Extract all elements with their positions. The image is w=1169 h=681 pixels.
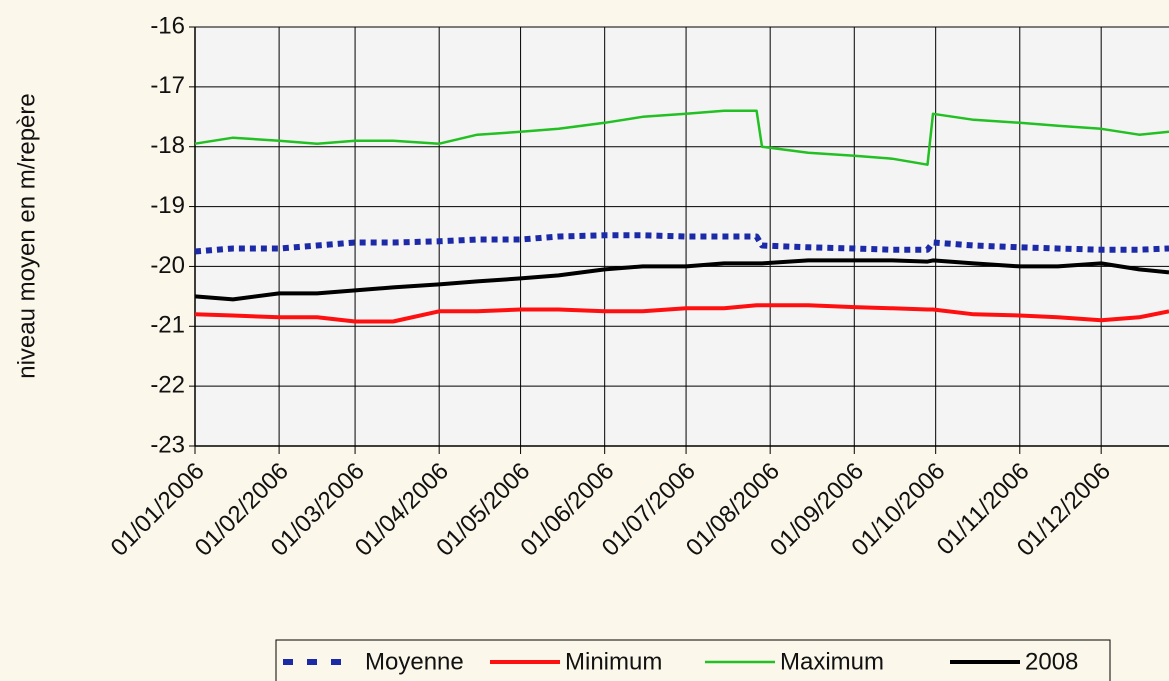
series-line (194, 258, 1169, 302)
y-tick-label: -19 (150, 192, 185, 219)
y-tick-label: -21 (150, 312, 185, 339)
series-line (194, 109, 1169, 166)
legend-label: 2008 (1025, 648, 1078, 675)
series-line (194, 232, 1169, 255)
y-tick-label: -23 (150, 431, 185, 458)
series-line (194, 303, 1169, 324)
legend-label: Maximum (780, 648, 884, 675)
y-tick-label: -22 (150, 371, 185, 398)
y-tick-label: -16 (150, 12, 185, 39)
y-axis-label: niveau moyen en m/repère (13, 93, 40, 379)
legend-label: Moyenne (365, 648, 464, 675)
legend-label: Minimum (565, 648, 662, 675)
y-tick-label: -18 (150, 132, 185, 159)
y-tick-label: -17 (150, 72, 185, 99)
y-tick-label: -20 (150, 252, 185, 279)
